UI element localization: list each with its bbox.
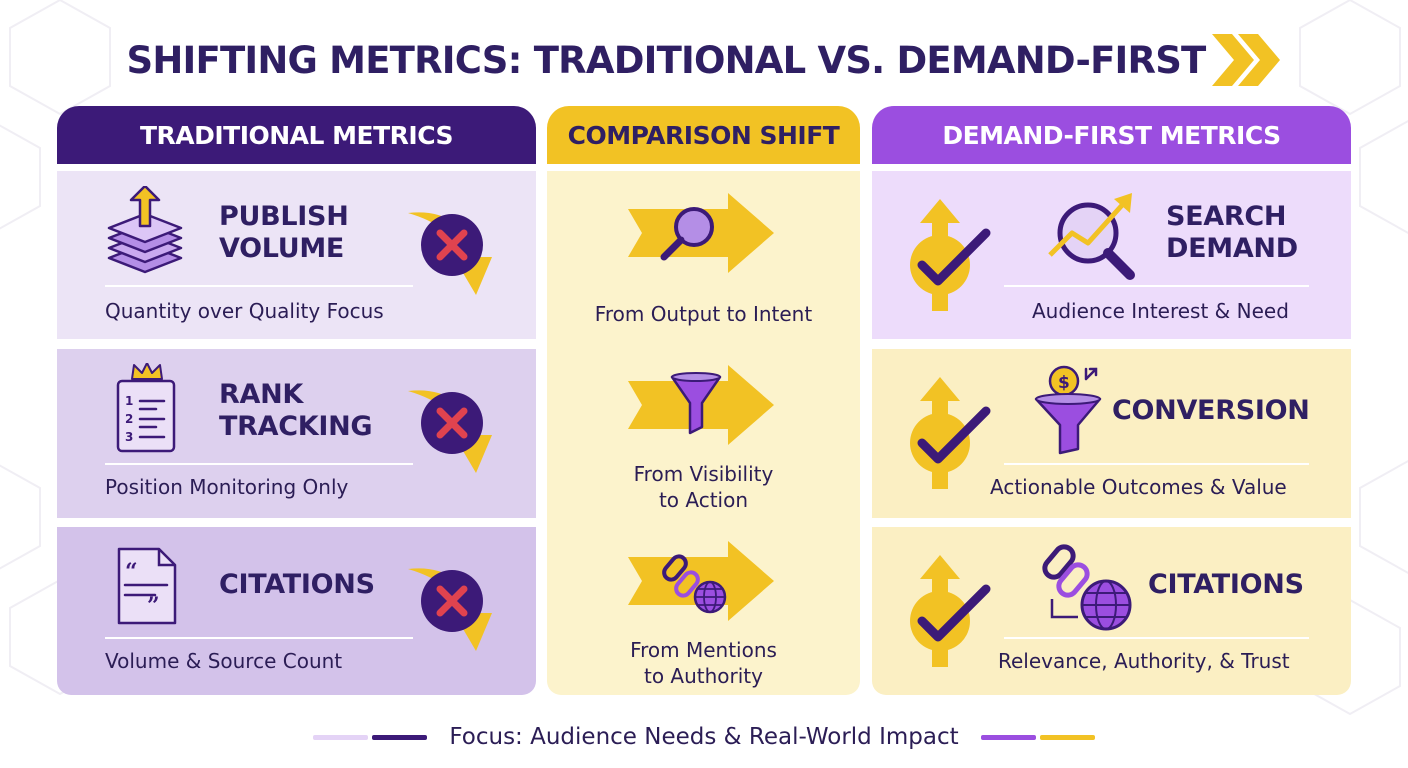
card-search-demand: SEARCH DEMAND Audience Interest & Need (872, 171, 1351, 339)
comparison-item: From Mentions to Authority (547, 539, 860, 689)
card-citations-demand: CITATIONS Relevance, Authority, & Trust (872, 527, 1351, 695)
x-mark-icon (408, 212, 492, 295)
link-globe-arrow-icon (627, 541, 774, 621)
ranked-list-crown-icon: 1 2 3 (116, 363, 176, 453)
legend-bar-dark-purple (372, 734, 428, 740)
check-up-icon (910, 377, 991, 489)
check-up-icon (910, 199, 991, 311)
card-description: Position Monitoring Only (105, 475, 349, 499)
legend-text: Focus: Audience Needs & Real-World Impac… (449, 724, 959, 750)
link-globe-icon (1042, 544, 1132, 631)
comparison-shift-header: COMPARISON SHIFT (547, 106, 860, 164)
double-chevron-right-icon (1211, 34, 1280, 86)
x-mark-icon (408, 568, 492, 651)
card-title: PUBLISH VOLUME (219, 201, 349, 264)
page-title: SHIFTING METRICS: TRADITIONAL VS. DEMAND… (126, 38, 1207, 82)
demand-first-metrics-header: DEMAND-FIRST METRICS (872, 106, 1351, 164)
card-publish-volume: PUBLISH VOLUME Quantity over Quality Foc… (57, 171, 536, 339)
card-description: Quantity over Quality Focus (105, 299, 384, 323)
card-title: CITATIONS (1148, 569, 1304, 600)
card-divider (1004, 285, 1309, 287)
card-description: Relevance, Authority, & Trust (998, 649, 1290, 673)
card-divider (1004, 463, 1309, 465)
funnel-dollar-icon: $ (1034, 365, 1102, 455)
title-row: SHIFTING METRICS: TRADITIONAL VS. DEMAND… (0, 30, 1408, 90)
comparison-shift-column: COMPARISON SHIFT From Output to Intent F… (547, 106, 860, 695)
comparison-item: From Visibility to Action (547, 363, 860, 513)
svg-text:”: ” (147, 593, 160, 619)
search-trend-icon (1048, 193, 1135, 280)
card-description: Volume & Source Count (105, 649, 343, 673)
card-description: Actionable Outcomes & Value (990, 475, 1287, 499)
card-rank-tracking: 1 2 3 RANK TRACKING Position Monitoring … (57, 349, 536, 518)
card-title: CONVERSION (1112, 395, 1310, 426)
svg-text:“: “ (125, 559, 138, 585)
comparison-panel: From Output to Intent From Visibility to… (547, 171, 860, 695)
svg-text:$: $ (1058, 373, 1070, 393)
demand-first-metrics-column: DEMAND-FIRST METRICS SEARCH DEMAND Audie… (872, 106, 1351, 695)
card-title: RANK TRACKING (219, 379, 373, 442)
card-title: SEARCH DEMAND (1166, 201, 1298, 264)
comparison-text: From Visibility to Action (633, 462, 774, 512)
check-up-icon (910, 555, 991, 667)
layers-up-arrow-icon (107, 186, 183, 274)
card-conversion: $ CONVERSION Actionable Outcomes & Value (872, 349, 1351, 518)
card-divider (105, 285, 413, 287)
svg-text:1: 1 (125, 394, 133, 408)
card-divider (1004, 637, 1309, 639)
legend-bar-light-purple (313, 734, 369, 740)
comparison-text: From Mentions to Authority (630, 638, 777, 688)
funnel-arrow-icon (627, 365, 774, 445)
card-description: Audience Interest & Need (1032, 299, 1289, 323)
traditional-metrics-header: TRADITIONAL METRICS (57, 106, 536, 164)
legend-footer: Focus: Audience Needs & Real-World Impac… (0, 722, 1408, 752)
svg-text:3: 3 (125, 430, 133, 444)
svg-text:2: 2 (125, 412, 133, 426)
magnifier-arrow-icon (627, 193, 774, 273)
legend-bar-yellow (1039, 734, 1095, 740)
card-divider (105, 637, 413, 639)
quote-document-icon: “ ” (117, 547, 177, 625)
x-mark-icon (408, 390, 492, 473)
card-citations-traditional: “ ” CITATIONS Volume & Source Count (57, 527, 536, 695)
traditional-metrics-column: TRADITIONAL METRICS PUBLISH VOLUME Quant… (57, 106, 536, 695)
legend-bar-purple (980, 734, 1036, 740)
card-title: CITATIONS (219, 569, 375, 600)
card-divider (105, 463, 413, 465)
comparison-item: From Output to Intent (547, 191, 860, 327)
comparison-text: From Output to Intent (594, 302, 813, 326)
